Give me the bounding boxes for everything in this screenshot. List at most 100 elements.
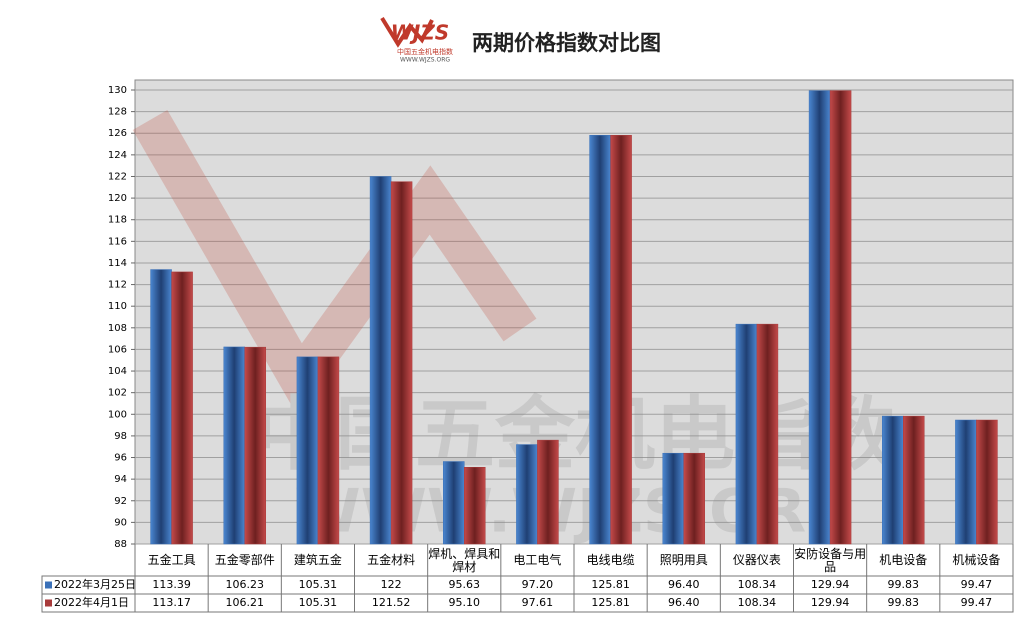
x-tick-label: 安防设备与用品 [794, 546, 867, 574]
bar [537, 439, 559, 545]
value-label: 125.81 [591, 578, 630, 591]
value-label: 96.40 [668, 596, 700, 609]
y-tick-label: 96 [114, 453, 127, 464]
bar [443, 461, 465, 545]
x-tick-label: 建筑五金 [293, 553, 342, 567]
bar [955, 419, 977, 545]
bar [244, 346, 266, 545]
value-label: 96.40 [668, 578, 700, 591]
y-tick-label: 130 [108, 85, 127, 96]
value-label: 97.61 [522, 596, 554, 609]
legend-label: 2022年3月25日 [54, 577, 136, 591]
bar [610, 135, 632, 545]
y-tick-label: 126 [108, 128, 127, 139]
bar [756, 323, 779, 545]
y-tick-label: 122 [108, 171, 127, 182]
x-tick-label-box: 照明用具 [659, 553, 708, 567]
logo-subtitle: 中国五金机电指数 [397, 47, 453, 56]
bar [662, 452, 684, 545]
x-tick-label-box: 机电设备 [879, 553, 928, 567]
x-tick-label-box: 仪器仪表 [732, 553, 781, 567]
x-tick-label: 机械设备 [952, 553, 1001, 567]
bar [589, 135, 611, 545]
y-tick-label: 116 [108, 236, 127, 247]
bar [369, 176, 392, 545]
x-tick-label: 机电设备 [879, 553, 928, 567]
value-label: 99.47 [961, 578, 993, 591]
x-tick-label: 照明用具 [659, 553, 708, 567]
x-tick-label: 五金工具 [147, 553, 196, 567]
watermark-text: 中国五金机电指数 [255, 388, 895, 481]
bar [808, 90, 831, 545]
logo-mark [380, 16, 434, 48]
bar [683, 452, 705, 545]
y-tick-label: 124 [108, 150, 127, 161]
y-tick-label: 102 [108, 388, 127, 399]
x-tick-label: 五金材料 [367, 553, 416, 567]
value-label: 108.34 [738, 596, 777, 609]
value-label: 106.23 [226, 578, 265, 591]
y-tick-label: 112 [108, 280, 127, 291]
bar [903, 415, 925, 545]
bar [171, 271, 193, 545]
value-label: 97.20 [522, 578, 554, 591]
y-tick-label: 128 [108, 107, 127, 118]
bar [390, 181, 413, 545]
bar [150, 269, 172, 545]
grid: 88 90 92 94 96 98 100 102 104 106 108 110 112 114 116 1… [108, 85, 1013, 550]
data-table: 五金工具 五金零部件 建筑五金 五金材料 焊机、焊具和焊材 电工电气 电线电缆 照明用具 仪器仪… [41, 544, 1014, 613]
watermark-arrow [132, 110, 537, 417]
x-tick-label-box: 五金工具 [147, 553, 196, 567]
logo: WJZS 中国五金机电指数 WWW.WJZS.ORG [380, 16, 453, 64]
x-tick-label: 仪器仪表 [732, 553, 781, 567]
logo-url: WWW.WJZS.ORG [400, 57, 450, 64]
value-label: 108.34 [738, 578, 777, 591]
value-label: 99.47 [961, 596, 993, 609]
y-tick-label: 114 [108, 258, 127, 269]
x-tick-label-box: 电线电缆 [586, 553, 635, 567]
value-label: 129.94 [811, 596, 850, 609]
value-label: 121.52 [372, 596, 411, 609]
y-tick-label: 98 [114, 431, 127, 442]
y-tick-label: 104 [108, 366, 127, 377]
value-label: 95.10 [449, 596, 481, 609]
value-label: 113.17 [152, 596, 191, 609]
y-tick-label: 120 [108, 193, 127, 204]
x-tick-label: 五金零部件 [214, 553, 275, 567]
value-label: 95.63 [449, 578, 481, 591]
y-tick-label: 106 [108, 344, 127, 355]
y-tick-label: 92 [114, 496, 127, 507]
value-label: 125.81 [591, 596, 630, 609]
y-tick-label: 94 [114, 474, 127, 485]
x-tick-label-box: 五金零部件 [214, 553, 275, 567]
x-tick-label: 电线电缆 [586, 553, 635, 567]
legend-swatch [45, 581, 52, 589]
value-label: 129.94 [811, 578, 850, 591]
value-label: 99.83 [888, 596, 920, 609]
bar [976, 419, 998, 545]
x-tick-label-box: 机械设备 [952, 553, 1001, 567]
y-tick-label: 118 [108, 215, 127, 226]
bars [150, 90, 998, 545]
x-tick-label-box: 安防设备与用品 [794, 546, 867, 574]
x-tick-label-box: 焊机、焊具和焊材 [428, 546, 501, 574]
bar [223, 346, 245, 545]
value-label: 106.21 [226, 596, 265, 609]
legend-swatch [45, 599, 52, 607]
bar [882, 415, 904, 545]
y-tick-label: 108 [108, 323, 127, 334]
logo-text: WJZS [391, 21, 449, 45]
x-tick-label: 焊机、焊具和焊材 [428, 546, 501, 574]
value-label: 105.31 [299, 596, 338, 609]
value-label: 105.31 [299, 578, 338, 591]
bar [829, 90, 852, 545]
bar [735, 323, 758, 545]
chart-title: 两期价格指数对比图 [472, 31, 661, 55]
y-tick-label: 88 [114, 539, 127, 550]
x-tick-label-box: 建筑五金 [293, 553, 342, 567]
value-label: 122 [381, 578, 402, 591]
bar [464, 467, 486, 545]
y-tick-label: 100 [108, 409, 127, 420]
value-label: 99.83 [888, 578, 920, 591]
